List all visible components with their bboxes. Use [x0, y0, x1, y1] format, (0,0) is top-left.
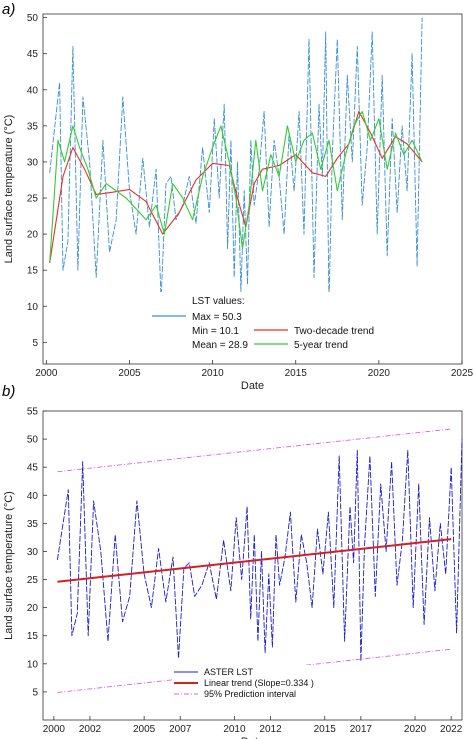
- y-tick-label: 30: [27, 157, 39, 168]
- x-tick-label: 2022: [440, 724, 463, 735]
- x-axis-label: Date: [241, 736, 264, 739]
- x-tick-label: 2020: [404, 724, 427, 735]
- y-tick-label: 50: [27, 13, 39, 24]
- series-line-interval: [57, 428, 452, 473]
- y-tick-label: 20: [27, 230, 39, 241]
- legend-label-interval: 95% Prediction interval: [204, 689, 296, 699]
- y-tick-label: 35: [27, 519, 39, 530]
- y-tick-label: 35: [27, 121, 39, 132]
- y-tick-label: 25: [27, 575, 39, 586]
- y-tick-label: 15: [27, 266, 39, 277]
- x-tick-label: 2015: [285, 368, 308, 379]
- legend-label-linear: Linear trend (Slope=0.334 ): [204, 678, 314, 688]
- legend-label-five-year: 5-year trend: [294, 340, 348, 351]
- chart-b: b) 2000 2002 2005 2007 2010 2012 2015 2017 2020 2…: [2, 383, 463, 739]
- y-tick-label: 20: [27, 603, 39, 614]
- y-axis-label: Land surface temperature (°C): [3, 491, 15, 640]
- legend-box: [150, 292, 402, 354]
- legend-label-aster: ASTER LST: [204, 667, 254, 677]
- series-line-linear: [57, 538, 452, 583]
- y-tick-label: 45: [27, 463, 39, 474]
- y-tick-label: 30: [27, 547, 39, 558]
- plot-frame: [42, 410, 463, 721]
- panel-label-a: a): [2, 1, 15, 18]
- x-axis-label: Date: [241, 380, 264, 392]
- x-tick-label: 2020: [368, 368, 391, 379]
- y-tick-label: 40: [27, 491, 39, 502]
- y-tick-label: 45: [27, 49, 39, 60]
- y-axis-label: Land surface temperature (°C): [3, 115, 15, 264]
- x-tick-label: 2005: [118, 368, 141, 379]
- series-line-aster: [56, 439, 463, 662]
- series-line-interval-lower: [57, 648, 452, 693]
- legend-title: LST values:: [192, 296, 245, 307]
- y-tick-label: 10: [27, 302, 39, 313]
- x-tick-label: 2015: [314, 724, 337, 735]
- x-tick-label: 2017: [350, 724, 373, 735]
- x-tick-label: 2007: [169, 724, 192, 735]
- series-line-five_year: [49, 110, 423, 264]
- panel-label-b: b): [2, 383, 15, 400]
- y-tick-label: 40: [27, 85, 39, 96]
- legend-stat: Max = 50.3: [192, 312, 242, 323]
- x-tick-label: 2000: [35, 368, 58, 379]
- y-tick-label: 50: [27, 435, 39, 446]
- x-tick-label: 2005: [133, 724, 156, 735]
- legend-stat: Min = 10.1: [192, 326, 239, 337]
- x-tick-label: 2025: [451, 368, 474, 379]
- plot-frame: [42, 13, 463, 365]
- y-tick-label: 10: [27, 659, 39, 670]
- x-tick-label: 2010: [223, 724, 246, 735]
- series-line-lst: [49, 17, 423, 304]
- y-tick-label: 5: [32, 338, 38, 349]
- legend-stat: Mean = 28.9: [192, 340, 248, 351]
- x-tick-label: 2012: [259, 724, 282, 735]
- y-tick-label: 5: [32, 687, 38, 698]
- chart-a: a) 2000 2005 2010 2015 2020 20255101520253035…: [2, 1, 474, 392]
- y-tick-label: 15: [27, 631, 39, 642]
- x-tick-label: 2002: [79, 724, 102, 735]
- y-tick-label: 55: [27, 407, 39, 418]
- legend-label-two-decade: Two-decade trend: [294, 326, 374, 337]
- y-tick-label: 25: [27, 194, 39, 205]
- x-tick-label: 2000: [43, 724, 66, 735]
- x-tick-label: 2010: [201, 368, 224, 379]
